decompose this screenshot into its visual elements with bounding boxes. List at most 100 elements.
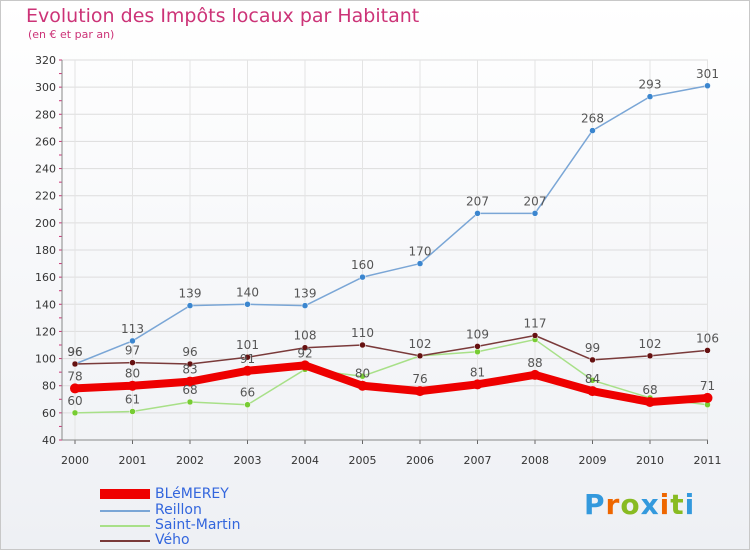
data-label: 102 xyxy=(409,337,432,351)
y-tick-label: 220 xyxy=(35,190,56,203)
data-label: 160 xyxy=(351,258,374,272)
x-tick-label: 2010 xyxy=(636,454,664,467)
data-label: 109 xyxy=(466,327,489,341)
data-label: 88 xyxy=(527,356,542,370)
data-label: 76 xyxy=(412,372,427,386)
data-point xyxy=(702,392,713,403)
data-point xyxy=(530,369,540,380)
data-point xyxy=(472,379,483,390)
series-line-vého xyxy=(74,334,709,365)
data-point xyxy=(244,301,251,308)
x-tick-label: 2007 xyxy=(464,454,492,467)
data-label: 96 xyxy=(67,345,82,359)
data-point xyxy=(301,302,309,309)
chart-subtitle: (en € et par an) xyxy=(28,28,115,41)
data-label: 293 xyxy=(639,78,662,92)
legend-swatch-reillon xyxy=(100,510,150,512)
y-tick-label: 300 xyxy=(35,81,56,94)
logo-letter: r xyxy=(605,488,621,521)
data-label: 102 xyxy=(639,337,662,351)
data-point xyxy=(474,343,481,350)
data-label: 91 xyxy=(240,352,255,366)
data-point xyxy=(300,360,310,371)
data-label: 113 xyxy=(121,322,144,336)
data-point xyxy=(531,332,539,339)
data-point xyxy=(589,377,596,384)
data-label: 139 xyxy=(294,287,317,301)
y-tick-label: 80 xyxy=(42,380,56,393)
x-tick-label: 2008 xyxy=(521,454,549,467)
y-tick-label: 120 xyxy=(35,325,56,338)
proxiti-logo: Proxiti xyxy=(584,488,695,521)
x-tick-label: 2002 xyxy=(176,454,204,467)
data-label: 268 xyxy=(581,112,604,126)
x-tick-label: 2000 xyxy=(61,454,89,467)
y-tick-label: 60 xyxy=(42,407,56,420)
x-tick-label: 2003 xyxy=(234,454,262,467)
data-label: 97 xyxy=(125,344,140,358)
data-label: 170 xyxy=(409,245,432,259)
data-label: 68 xyxy=(642,383,657,397)
data-point xyxy=(416,352,424,360)
data-point xyxy=(359,372,366,380)
logo-letter: P xyxy=(584,488,606,521)
legend-swatch-blemerey xyxy=(100,489,150,499)
y-tick-label: 260 xyxy=(35,135,56,148)
y-tick-label: 320 xyxy=(35,54,56,67)
series-line-blémerey xyxy=(71,361,712,406)
data-point xyxy=(244,401,251,408)
data-point xyxy=(704,82,711,90)
y-tick-label: 100 xyxy=(35,353,56,366)
data-point xyxy=(646,93,654,100)
chart-title: Evolution des Impôts locaux par Habitant xyxy=(26,5,420,27)
data-label: 80 xyxy=(125,367,140,381)
legend-label: Vého xyxy=(155,532,190,548)
data-point xyxy=(70,383,80,394)
logo-letter: o xyxy=(620,488,641,521)
series-line-reillon xyxy=(74,85,709,365)
data-label: 207 xyxy=(524,194,547,208)
x-tick-label: 2001 xyxy=(119,454,147,467)
data-point xyxy=(242,365,253,376)
data-point xyxy=(244,353,251,361)
data-point xyxy=(474,348,481,356)
x-tick-label: 2004 xyxy=(291,454,319,467)
data-point xyxy=(359,341,366,349)
logo-letter: i xyxy=(659,488,671,521)
data-point xyxy=(127,380,138,391)
data-label: 101 xyxy=(236,338,259,352)
legend-label: BLéMEREY xyxy=(155,486,229,502)
data-label: 99 xyxy=(585,341,600,355)
x-tick-label: 2011 xyxy=(694,454,722,467)
data-label: 96 xyxy=(67,345,82,359)
data-label: 78 xyxy=(67,369,82,383)
data-point xyxy=(589,356,596,364)
y-tick-label: 160 xyxy=(35,271,56,284)
data-point xyxy=(416,260,424,267)
data-label: 207 xyxy=(466,194,489,208)
data-label: 301 xyxy=(696,67,719,81)
data-label: 140 xyxy=(236,285,259,299)
data-point xyxy=(71,409,79,417)
data-label: 80 xyxy=(355,367,370,381)
series-line-saint-martin xyxy=(74,338,709,414)
data-point xyxy=(415,386,425,397)
data-label: 61 xyxy=(125,393,140,407)
data-label: 96 xyxy=(182,345,197,359)
data-label: 108 xyxy=(294,329,317,343)
data-point xyxy=(474,210,481,217)
data-label: 68 xyxy=(182,383,197,397)
data-point xyxy=(129,337,136,345)
y-tick-label: 200 xyxy=(35,217,56,230)
data-point xyxy=(589,127,596,134)
data-point xyxy=(186,360,194,368)
data-label: 110 xyxy=(351,326,374,340)
data-point xyxy=(129,408,136,415)
x-tick-label: 2006 xyxy=(406,454,434,467)
data-point xyxy=(185,376,195,387)
y-tick-label: 140 xyxy=(35,298,56,311)
data-label: 83 xyxy=(182,363,197,377)
data-point xyxy=(186,302,194,309)
